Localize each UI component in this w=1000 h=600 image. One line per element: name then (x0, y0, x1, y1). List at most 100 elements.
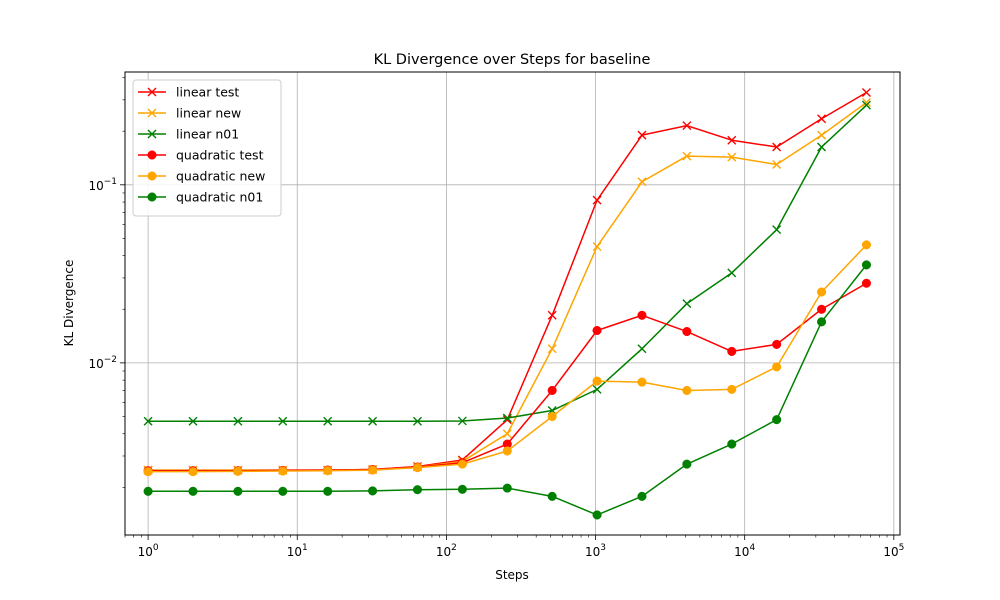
marker-stroke (861, 87, 871, 97)
data-point (637, 344, 647, 354)
data-point (727, 152, 737, 162)
data-point (817, 317, 827, 327)
marker-stroke (861, 100, 871, 110)
data-point (817, 287, 827, 297)
marker-stroke (772, 160, 782, 170)
data-point (861, 240, 872, 250)
y-tick-label: 10−2 (88, 355, 117, 371)
y-axis-label: KL Divergence (62, 260, 76, 347)
marker-stroke (547, 344, 557, 354)
data-point (682, 299, 692, 309)
data-point (188, 486, 198, 496)
legend-item: linear test (138, 85, 239, 100)
x-tick-label: 102 (436, 543, 457, 559)
legend-marker (147, 150, 157, 160)
marker-stroke (412, 416, 422, 426)
data-point (323, 486, 333, 496)
marker-stroke (817, 142, 827, 152)
legend-item: linear n01 (138, 127, 239, 142)
data-point (188, 467, 198, 477)
legend-item: quadratic n01 (138, 190, 263, 205)
data-point (592, 325, 602, 336)
data-point (368, 465, 378, 475)
data-point (637, 377, 647, 387)
data-point (323, 466, 333, 476)
data-point (727, 384, 737, 394)
data-point (592, 510, 602, 520)
marker-stroke (147, 129, 157, 139)
axis-ticks: 100 101 102 103 104 105 10−2 10−1 (88, 177, 904, 559)
data-point (861, 87, 871, 97)
marker-stroke (502, 429, 512, 439)
data-point (368, 416, 378, 426)
data-point (727, 439, 737, 449)
legend-marker (147, 87, 157, 97)
data-point (412, 485, 423, 495)
data-point (637, 130, 647, 140)
data-point (502, 429, 512, 439)
data-point (143, 467, 153, 477)
data-point (682, 326, 692, 337)
data-point (368, 486, 378, 496)
data-point (143, 486, 153, 496)
series-quadratic-new (143, 240, 872, 477)
data-point (682, 121, 692, 131)
marker-stroke (817, 114, 827, 124)
data-point (772, 339, 782, 349)
data-point (547, 385, 557, 396)
legend-marker (147, 108, 157, 118)
marker-stroke (592, 242, 602, 252)
marker-stroke (772, 225, 782, 235)
chart-title: KL Divergence over Steps for baseline (374, 52, 651, 68)
data-point (861, 97, 871, 107)
data-point (592, 376, 602, 386)
marker-stroke (188, 416, 198, 426)
data-point (547, 344, 557, 354)
data-point (323, 416, 333, 426)
x-tick-label: 104 (734, 543, 755, 559)
data-point (547, 491, 557, 501)
legend-label: linear new (176, 106, 241, 121)
marker-stroke (727, 152, 737, 162)
marker-stroke (147, 87, 157, 97)
marker-stroke (682, 121, 692, 131)
legend-item: linear new (138, 106, 241, 121)
data-point (727, 346, 737, 356)
legend-label: quadratic new (176, 169, 265, 184)
marker-stroke (682, 299, 692, 309)
x-tick-label: 105 (883, 543, 904, 559)
legend-label: linear test (176, 85, 239, 100)
marker-stroke (457, 416, 467, 426)
legend-label: quadratic test (176, 148, 264, 163)
data-point (502, 483, 512, 493)
data-point (637, 491, 647, 501)
data-point (861, 100, 871, 110)
marker-stroke (637, 344, 647, 354)
data-point (457, 484, 467, 494)
x-tick-label: 100 (138, 543, 159, 559)
legend-label: linear n01 (176, 127, 239, 142)
series-linear-n01 (143, 100, 871, 426)
marker-stroke (727, 268, 737, 278)
data-point (817, 304, 827, 314)
data-point (233, 416, 243, 426)
marker-stroke (592, 195, 602, 205)
data-point (143, 416, 153, 426)
data-point (861, 278, 872, 288)
data-point (278, 466, 288, 476)
data-point (502, 413, 512, 423)
marker-stroke (323, 416, 333, 426)
marker-stroke (861, 97, 871, 107)
marker-stroke (727, 135, 737, 145)
legend-item: quadratic test (138, 148, 264, 163)
data-point (817, 130, 827, 140)
data-point (592, 242, 602, 252)
data-point (682, 151, 692, 161)
data-point (278, 416, 288, 426)
data-point (772, 142, 782, 152)
x-tick-label: 103 (585, 543, 606, 559)
data-point (861, 260, 872, 270)
data-point (188, 416, 198, 426)
data-point (772, 225, 782, 235)
